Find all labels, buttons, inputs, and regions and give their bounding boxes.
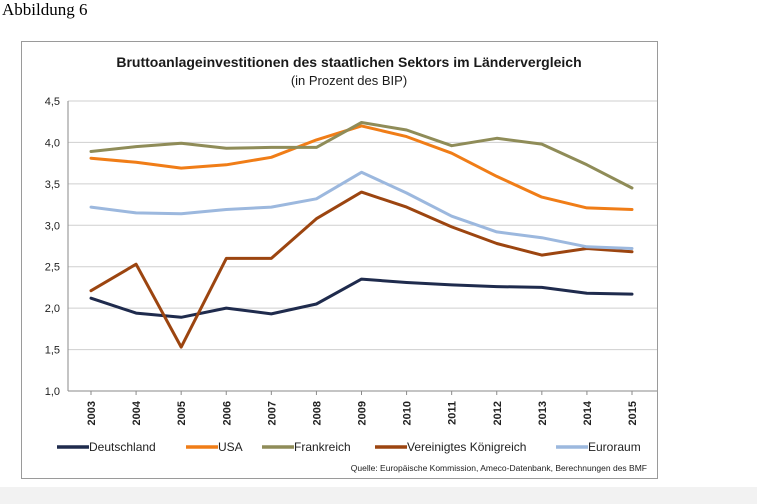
gridlines xyxy=(67,100,657,392)
series-line-vereinigtes-k-nigreich xyxy=(89,190,634,349)
chart-title: Bruttoanlageinvestitionen des staatliche… xyxy=(116,54,581,70)
y-tick-label: 3,5 xyxy=(45,179,60,191)
x-tick-label: 2012 xyxy=(492,401,504,425)
y-tick-label: 4,0 xyxy=(45,137,60,149)
x-tick-label: 2015 xyxy=(627,401,639,425)
figure-caption: Abbildung 6 xyxy=(2,0,88,19)
y-tick-label: 2,5 xyxy=(45,262,60,274)
y-tick-label: 4,5 xyxy=(45,96,60,108)
y-tick-label: 2,0 xyxy=(45,303,60,315)
source-note: Quelle: Europäische Kommission, Ameco-Da… xyxy=(351,463,647,473)
legend: Deutschland USA Frankreich Vereinigtes Köni… xyxy=(57,440,641,454)
x-tick-label: 2010 xyxy=(402,401,414,425)
chart-frame xyxy=(21,41,658,479)
legend-label: Frankreich xyxy=(294,440,351,454)
x-tick-label: 2004 xyxy=(131,400,143,425)
series-line-euroraum xyxy=(89,170,634,250)
y-axis-ticks: 1,0 1,5 2,0 2,5 3,0 3,5 4,0 4,5 xyxy=(45,96,60,398)
series-line-deutschland xyxy=(89,277,634,319)
x-axis-ticks: 2003 2004 2005 2006 2007 2008 2009 2010 2011 2012… xyxy=(86,391,639,425)
x-tick-label: 2014 xyxy=(582,400,594,425)
y-tick-label: 1,5 xyxy=(45,345,60,357)
x-tick-label: 2003 xyxy=(86,401,98,425)
y-tick-label: 1,0 xyxy=(45,386,60,398)
series-line-usa xyxy=(89,124,634,211)
chart-subtitle: (in Prozent des BIP) xyxy=(291,73,407,88)
legend-label: Deutschland xyxy=(89,440,156,454)
x-tick-label: 2005 xyxy=(176,401,188,425)
x-tick-label: 2009 xyxy=(357,401,369,425)
y-tick-label: 3,0 xyxy=(45,220,60,232)
x-tick-label: 2007 xyxy=(266,401,278,425)
legend-label: Euroraum xyxy=(588,440,641,454)
x-tick-label: 2013 xyxy=(537,401,549,425)
series-lines xyxy=(89,121,634,349)
series-line-frankreich xyxy=(89,121,634,190)
legend-label: Vereinigtes Königreich xyxy=(407,440,526,454)
legend-label: USA xyxy=(218,440,243,454)
x-tick-label: 2006 xyxy=(221,401,233,425)
bottom-bar xyxy=(0,487,757,504)
x-tick-label: 2011 xyxy=(447,401,459,425)
x-tick-label: 2008 xyxy=(311,401,323,425)
